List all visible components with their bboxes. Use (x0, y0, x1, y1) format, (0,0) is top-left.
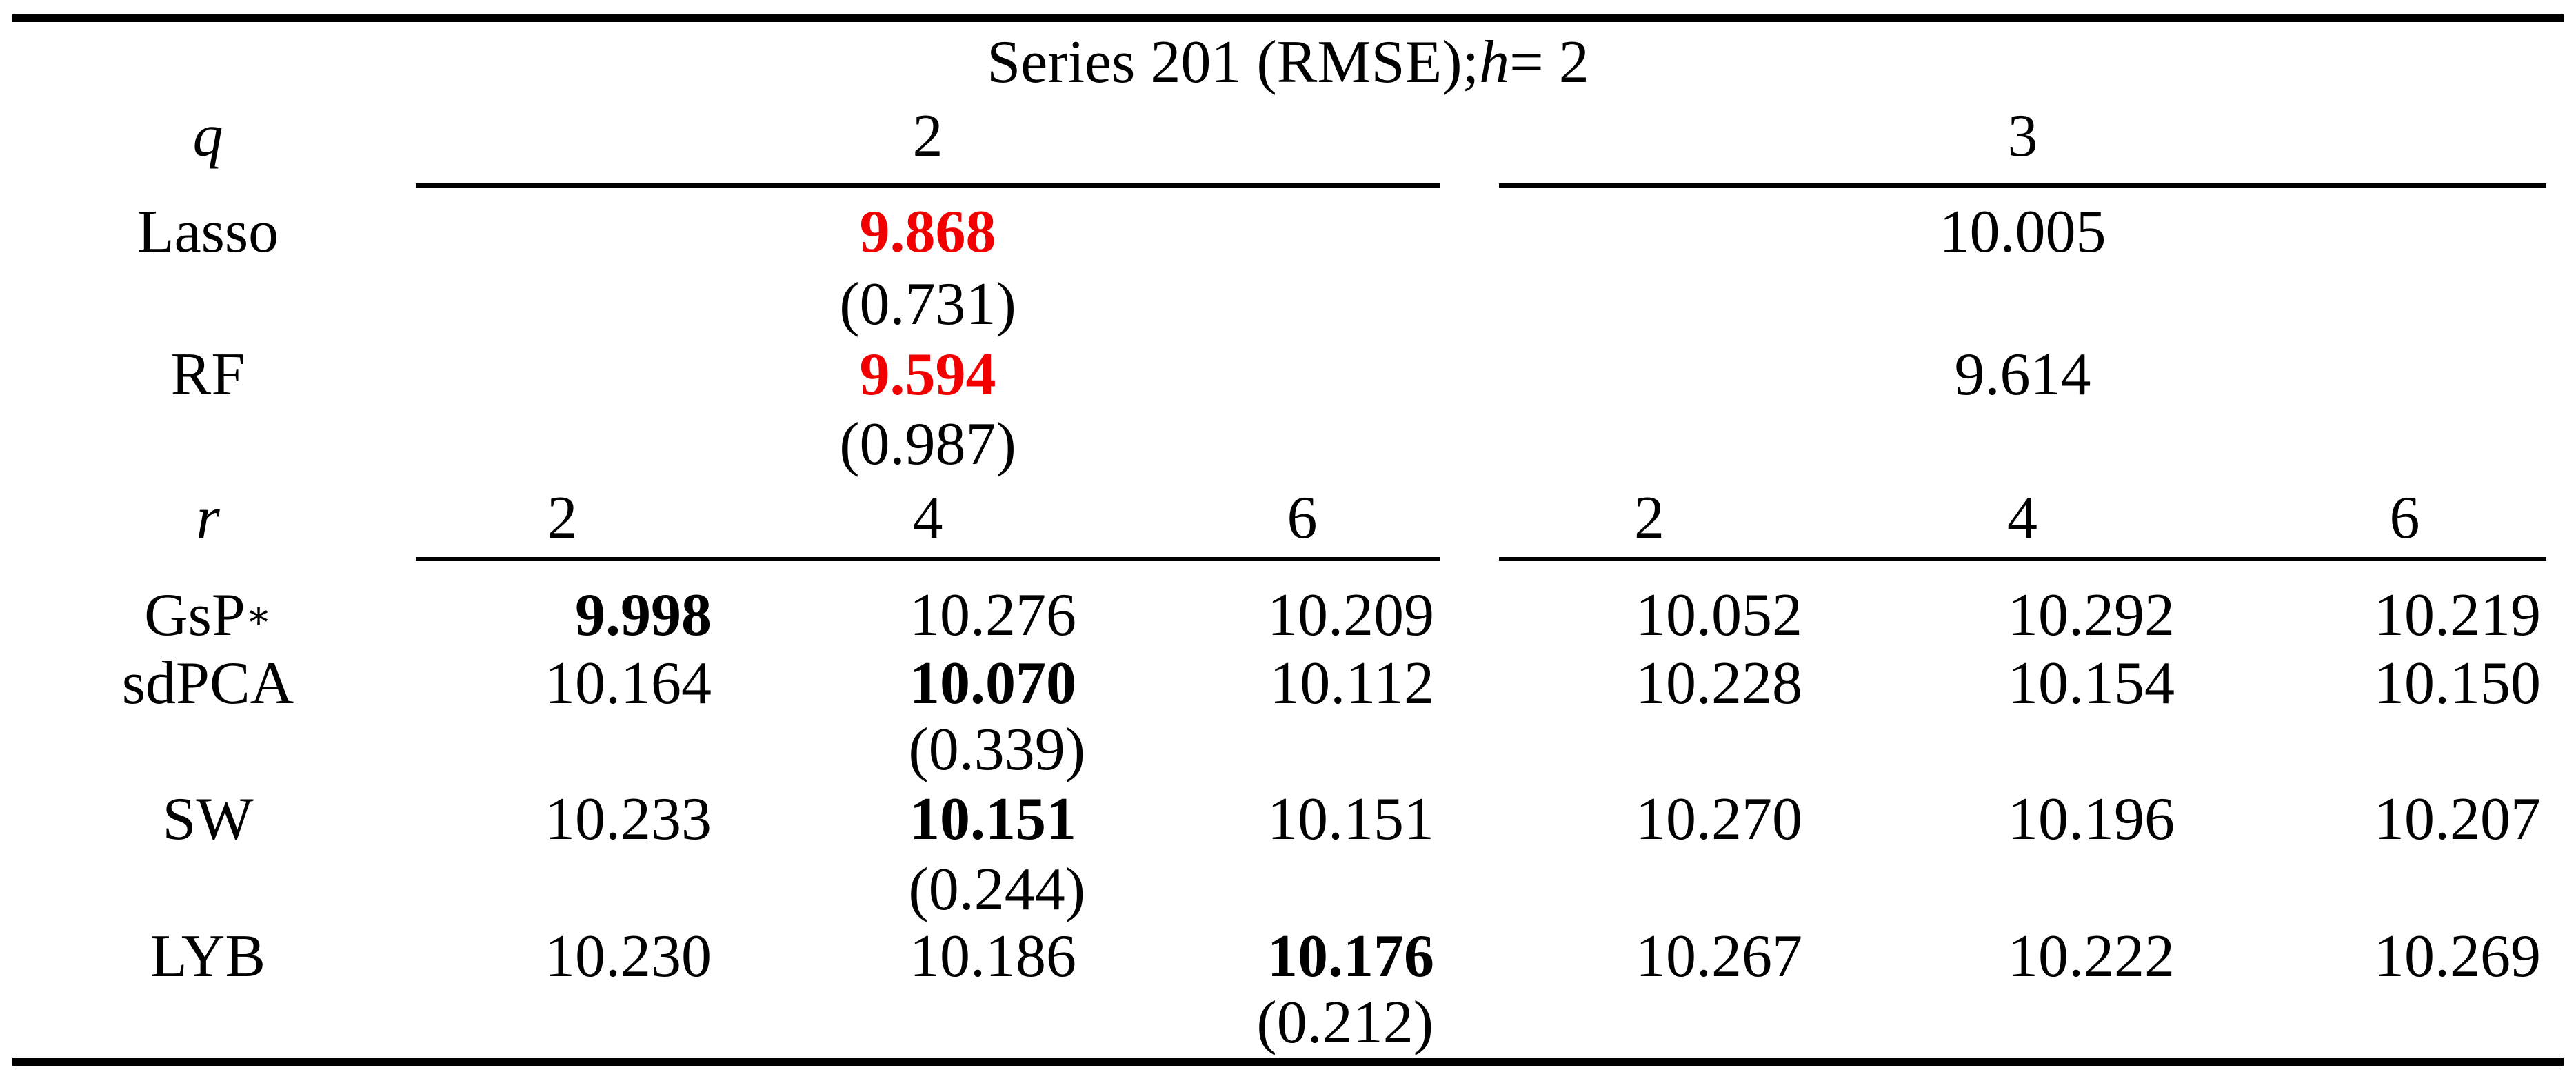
table-title: Series 201 (RMSE); h = 2 (0, 22, 2576, 103)
q-header-label: q (192, 103, 223, 170)
gsp-value-2: 10.276 (909, 582, 1076, 649)
sdpca-se: (0.339) (908, 716, 1085, 783)
r-header-g2-c1: 2 (1634, 484, 1664, 551)
sw-value-4: 10.270 (1636, 786, 1802, 853)
r-header-label: r (196, 484, 220, 551)
sw-value-2: 10.151 (909, 786, 1076, 853)
lasso-q3-value: 10.005 (1939, 199, 2106, 265)
table-title-equals: = 2 (1509, 29, 1589, 96)
sdpca-value-5: 10.154 (2008, 650, 2175, 717)
sw-value-5: 10.196 (2008, 786, 2175, 853)
sdpca-value-3: 10.112 (1269, 650, 1434, 717)
row-label-gsp: GsP ∗ (144, 582, 272, 649)
rf-q2-value: 9.594 (859, 341, 996, 408)
r-header-g1-c2: 4 (912, 484, 943, 551)
sdpca-value-4: 10.228 (1636, 650, 1802, 717)
q-value-group2: 3 (2007, 103, 2038, 170)
lasso-q2-se: (0.731) (839, 271, 1016, 338)
row-label-lasso: Lasso (137, 199, 279, 265)
group1-underline (416, 183, 1440, 188)
gsp-label-text: GsP (144, 582, 245, 649)
sdpca-value-6: 10.150 (2374, 650, 2541, 717)
row-label-sw: SW (162, 786, 254, 853)
results-table: Series 201 (RMSE); h = 2 q 2 3 Lasso 9.8… (0, 22, 2576, 1056)
lyb-value-2: 10.186 (909, 923, 1076, 990)
gsp-value-3: 10.209 (1267, 582, 1434, 649)
sdpca-value-1: 10.164 (545, 650, 712, 717)
table-bottom-rule (12, 1058, 2564, 1066)
r-header-g1-c1: 2 (547, 484, 578, 551)
lyb-value-3: 10.176 (1267, 923, 1434, 990)
lasso-q2-value: 9.868 (859, 199, 996, 265)
sw-value-1: 10.233 (545, 786, 712, 853)
lyb-value-1: 10.230 (545, 923, 712, 990)
lyb-value-6: 10.269 (2374, 923, 2541, 990)
lyb-value-5: 10.222 (2008, 923, 2175, 990)
sw-value-6: 10.207 (2374, 786, 2541, 853)
r-header-g2-c3: 6 (2389, 484, 2420, 551)
sdpca-value-2: 10.070 (909, 650, 1076, 717)
rf-q3-value: 9.614 (1954, 341, 2091, 408)
row-label-lyb: LYB (150, 923, 266, 990)
gsp-value-5: 10.292 (2008, 582, 2175, 649)
table-top-rule (12, 14, 2564, 22)
lyb-value-4: 10.267 (1636, 923, 1802, 990)
q-value-group1: 2 (912, 103, 943, 170)
rf-q2-se: (0.987) (839, 411, 1016, 478)
r-header-g1-c3: 6 (1287, 484, 1318, 551)
table-title-h-variable: h (1479, 29, 1510, 96)
r-group2-underline (1499, 557, 2546, 561)
row-label-rf: RF (170, 341, 245, 408)
sw-se: (0.244) (908, 856, 1085, 923)
gsp-value-1: 9.998 (575, 582, 712, 649)
row-label-sdpca: sdPCA (121, 650, 294, 717)
lyb-se: (0.212) (1256, 989, 1433, 1056)
r-header-g2-c2: 4 (2007, 484, 2037, 551)
gsp-value-6: 10.219 (2374, 582, 2541, 649)
table-title-text: Series 201 (RMSE); (987, 29, 1480, 96)
r-group1-underline (416, 557, 1440, 561)
sw-value-3: 10.151 (1267, 786, 1434, 853)
gsp-value-4: 10.052 (1636, 582, 1802, 649)
group2-underline (1499, 183, 2546, 188)
